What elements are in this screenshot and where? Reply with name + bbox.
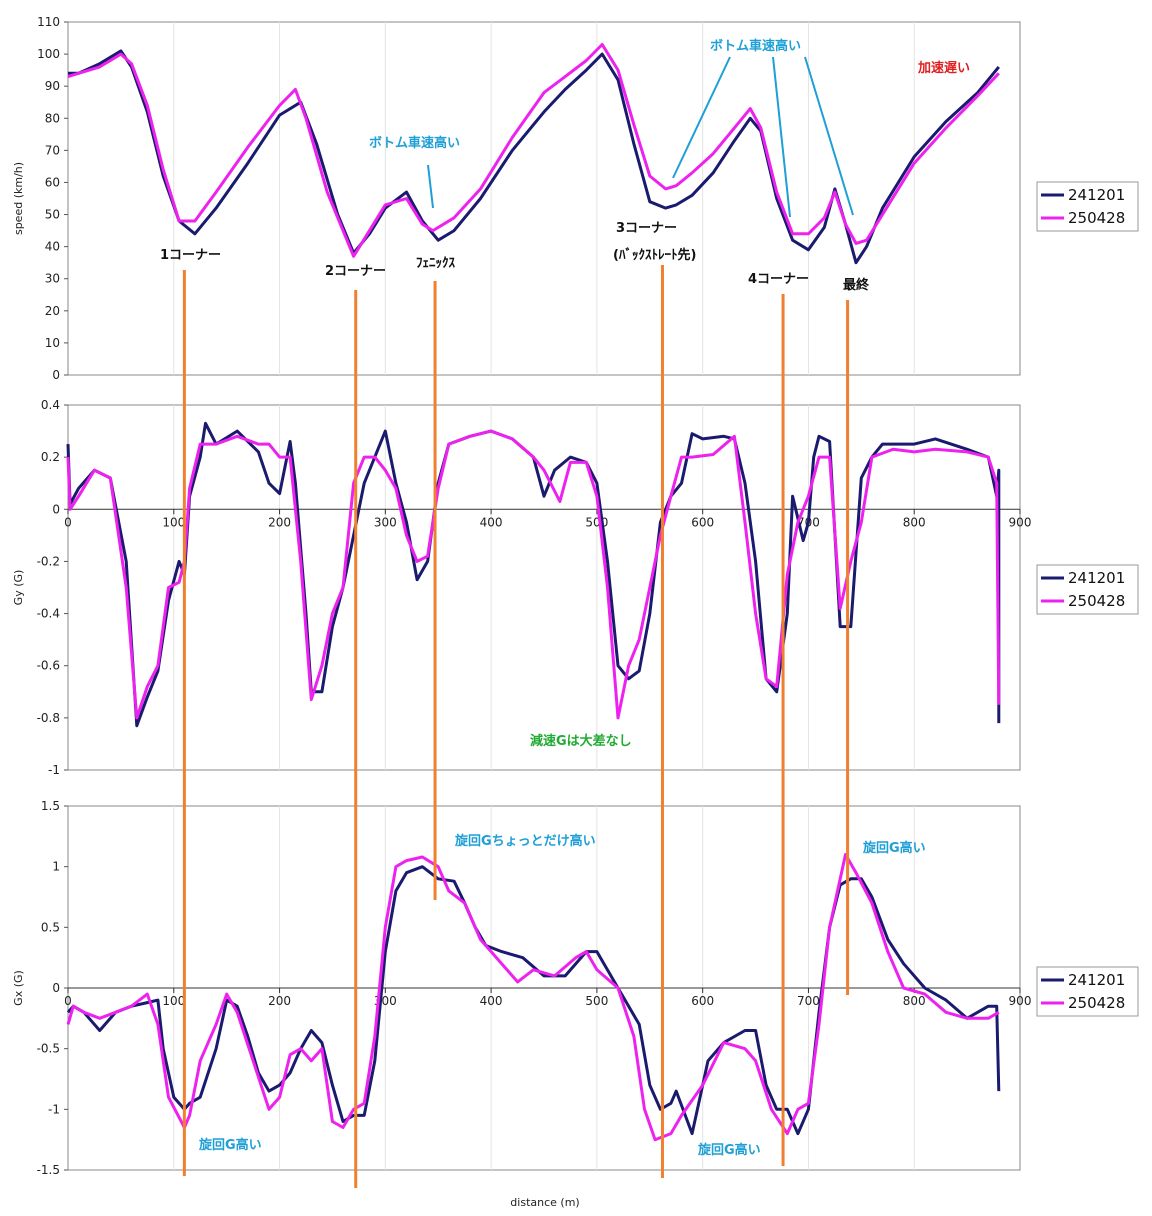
x-tick-label-gy: 600 xyxy=(691,515,714,529)
x-tick-label-gx: 800 xyxy=(903,994,926,1008)
legend-label-250428: 250428 xyxy=(1068,592,1125,610)
y-tick-label-speed: 50 xyxy=(45,208,60,222)
y-tick-label-speed: 40 xyxy=(45,240,60,254)
y-tick-label-gy: 0 xyxy=(52,502,60,516)
annotation-bottom-speed-1: ボトム車速高い xyxy=(369,135,460,151)
x-tick-label-gx: 0 xyxy=(64,994,72,1008)
annotation-bottom-speed-2: ボトム車速高い xyxy=(710,38,801,54)
y-tick-label-gy: -0.2 xyxy=(37,554,60,568)
x-tick-label-gx: 500 xyxy=(585,994,608,1008)
legend-box xyxy=(1036,966,1139,1017)
x-tick-label-gy: 0 xyxy=(64,515,72,529)
y-axis-label-speed: speed (km/h) xyxy=(12,162,25,235)
series-line-gx-250428 xyxy=(66,853,1000,1142)
series-line-speed-250428 xyxy=(67,43,1000,258)
callout-line-phoenix xyxy=(427,164,434,209)
y-tick-label-gx: -1.5 xyxy=(37,1163,60,1177)
x-tick-label-gy: 800 xyxy=(903,515,926,529)
legend-gy: 241201 250428 xyxy=(1036,564,1139,615)
x-tick-label-gy: 100 xyxy=(162,515,185,529)
annotation-turn-g-2: 旋回G高い xyxy=(697,1142,761,1158)
corner-label-final: 最終 xyxy=(843,277,870,293)
legend-label-250428: 250428 xyxy=(1068,209,1125,227)
corner-marker-lines xyxy=(182,265,850,1188)
x-axis-label: distance (m) xyxy=(510,1196,579,1209)
annotation-turn-g-1: 旋回G高い xyxy=(198,1137,262,1153)
x-tick-label-gx: 600 xyxy=(691,994,714,1008)
y-tick-label-gx: 0 xyxy=(52,981,60,995)
x-tick-label-gx: 400 xyxy=(480,994,503,1008)
x-tick-label-gx: 900 xyxy=(1009,994,1032,1008)
y-tick-label-speed: 100 xyxy=(37,47,60,61)
y-tick-label-speed: 60 xyxy=(45,175,60,189)
y-tick-label-speed: 90 xyxy=(45,79,60,93)
x-tick-label-gy: 200 xyxy=(268,515,291,529)
y-tick-label-gx: -1 xyxy=(48,1102,60,1116)
x-tick-label-gy: 300 xyxy=(374,515,397,529)
legend-label-241201: 241201 xyxy=(1068,971,1125,989)
y-tick-label-gx: 1 xyxy=(52,860,60,874)
y-tick-label-gx: -0.5 xyxy=(37,1042,60,1056)
y-tick-label-gy: 0.4 xyxy=(41,398,60,412)
y-tick-label-speed: 10 xyxy=(45,336,60,350)
panel-gx: 1.510.50-0.5-1-1.50 100 200 300 400 500 600 700… xyxy=(12,799,1139,1177)
plot-area-speed xyxy=(67,21,1021,376)
panel-gy: 0.4 0.2 0 -0.2 -0.4 -0.6 -0.8 -1 0 100 200 300 400 50… xyxy=(12,398,1139,777)
legend-box xyxy=(1036,564,1139,615)
x-tick-label-gx: 700 xyxy=(797,994,820,1008)
x-tick-label-gx: 200 xyxy=(268,994,291,1008)
y-tick-label-gy: 0.2 xyxy=(41,450,60,464)
y-tick-label-gx: 0.5 xyxy=(41,920,60,934)
corner-label-3-sub: (ﾊﾞｯｸｽﾄﾚｰﾄ先) xyxy=(613,247,696,263)
y-tick-label-speed: 70 xyxy=(45,143,60,157)
y-tick-label-speed: 80 xyxy=(45,111,60,125)
y-tick-label-gx: 1.5 xyxy=(41,799,60,813)
y-tick-label-gy: -0.6 xyxy=(37,659,60,673)
y-tick-label-speed: 20 xyxy=(45,304,60,318)
y-tick-label-speed: 110 xyxy=(37,15,60,29)
y-tick-label-gy: -0.4 xyxy=(37,607,60,621)
y-axis-label-gx: Gx (G) xyxy=(12,970,25,1006)
annotation-decel-g: 減速Gは大差なし xyxy=(530,733,632,749)
x-tick-label-gy: 900 xyxy=(1009,515,1032,529)
corner-label-3: 3コーナー xyxy=(616,221,677,236)
callout-line-3corner xyxy=(672,56,731,179)
legend-box xyxy=(1036,181,1139,232)
legend-label-241201: 241201 xyxy=(1068,569,1125,587)
callout-line-final xyxy=(804,56,854,216)
callout-line-4corner xyxy=(772,56,791,218)
corner-label-2: 2コーナー xyxy=(325,264,386,279)
annotation-turn-g-3: 旋回G高い xyxy=(862,840,926,856)
y-axis-label-gy: Gy (G) xyxy=(12,570,25,606)
corner-label-4: 4コーナー xyxy=(748,272,809,287)
corner-label-1: 1コーナー xyxy=(160,248,221,263)
legend-label-241201: 241201 xyxy=(1068,186,1125,204)
x-tick-label-gy: 500 xyxy=(585,515,608,529)
legend-label-250428: 250428 xyxy=(1068,994,1125,1012)
corner-label-phoenix: ﾌｪﾆｯｸｽ xyxy=(416,256,456,271)
x-tick-label-gy: 400 xyxy=(480,515,503,529)
annotation-turn-g-slight: 旋回Gちょっとだけ高い xyxy=(454,833,596,849)
annotation-accel-slow: 加速遅い xyxy=(917,60,970,76)
y-tick-label-gy: -1 xyxy=(48,763,60,777)
legend-gx: 241201 250428 xyxy=(1036,966,1139,1017)
plot-area-gy xyxy=(67,404,1021,771)
legend-speed: 241201 250428 xyxy=(1036,181,1139,232)
panel-speed: 0 10 20 30 40 50 60 70 80 90 100 110 speed (km/h) 241… xyxy=(12,15,1139,382)
x-tick-label-gx: 100 xyxy=(162,994,185,1008)
y-tick-label-speed: 0 xyxy=(52,368,60,382)
series-line-gy-250428 xyxy=(66,429,1001,720)
y-tick-label-gy: -0.8 xyxy=(37,711,60,725)
y-tick-label-speed: 30 xyxy=(45,272,60,286)
